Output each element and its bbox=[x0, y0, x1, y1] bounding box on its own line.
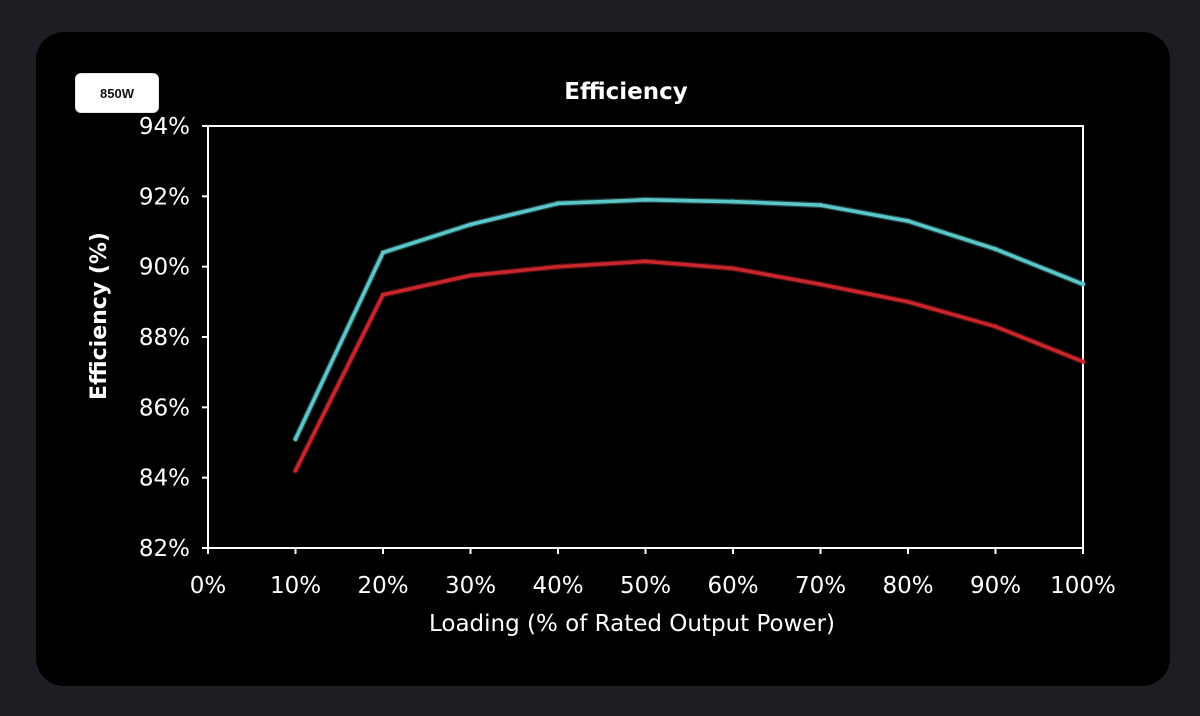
data-point bbox=[643, 259, 648, 264]
data-point bbox=[556, 264, 560, 269]
data-point bbox=[381, 250, 385, 255]
data-point bbox=[1081, 282, 1085, 287]
y-tick-label: 90% bbox=[139, 255, 190, 281]
data-point bbox=[293, 436, 298, 441]
x-tick-label: 30% bbox=[445, 573, 496, 599]
x-tick-label: 40% bbox=[532, 573, 583, 599]
series-line-2 bbox=[293, 259, 1085, 473]
data-point bbox=[556, 201, 560, 206]
y-tick-label: 86% bbox=[139, 395, 190, 421]
wattage-badge-label: 850W bbox=[100, 85, 134, 101]
x-tick-label: 100% bbox=[1050, 573, 1116, 599]
y-tick-label: 94% bbox=[139, 114, 190, 140]
x-tick-label: 60% bbox=[707, 573, 758, 599]
data-point bbox=[818, 282, 823, 287]
data-point bbox=[381, 292, 385, 297]
data-point bbox=[993, 247, 998, 252]
x-tick-label: 90% bbox=[970, 573, 1021, 599]
data-point bbox=[293, 468, 298, 473]
data-point bbox=[731, 266, 735, 271]
data-point bbox=[993, 324, 998, 329]
y-tick-label: 82% bbox=[139, 536, 190, 562]
data-point bbox=[818, 203, 823, 208]
data-point bbox=[906, 218, 910, 223]
plot-area bbox=[207, 125, 1084, 549]
wattage-badge[interactable]: 850W bbox=[75, 73, 159, 113]
data-point bbox=[906, 299, 910, 304]
x-axis-label: Loading (% of Rated Output Power) bbox=[429, 611, 835, 637]
x-tick-label: 50% bbox=[620, 573, 671, 599]
data-point bbox=[1081, 359, 1085, 364]
x-tick-label: 70% bbox=[795, 573, 846, 599]
series-line-1 bbox=[293, 198, 1085, 441]
x-tick-label: 20% bbox=[357, 573, 408, 599]
y-tick-label: 88% bbox=[139, 325, 190, 351]
y-tick-label: 84% bbox=[139, 466, 190, 492]
x-tick-label: 0% bbox=[190, 573, 227, 599]
data-point bbox=[643, 197, 648, 202]
x-tick-label: 10% bbox=[270, 573, 321, 599]
chart-title: Efficiency bbox=[564, 79, 687, 105]
data-point bbox=[468, 222, 473, 227]
y-tick-label: 92% bbox=[139, 184, 190, 210]
y-axis-label: Efficiency (%) bbox=[87, 232, 112, 400]
data-point bbox=[731, 199, 735, 204]
data-point bbox=[468, 273, 473, 278]
x-tick-label: 80% bbox=[882, 573, 933, 599]
